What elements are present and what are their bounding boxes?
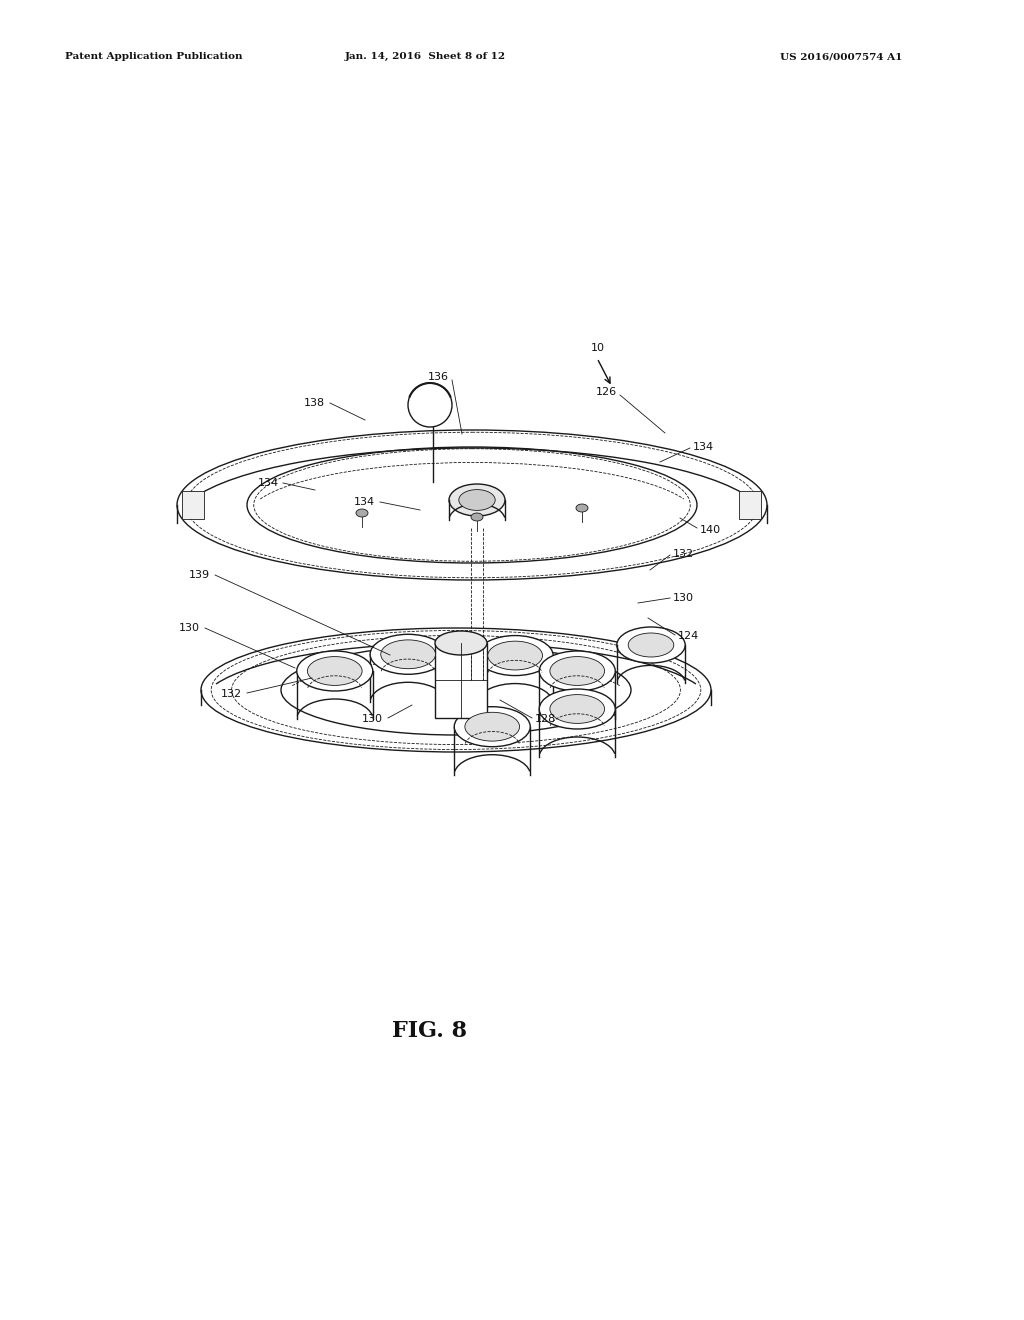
Ellipse shape bbox=[550, 694, 604, 723]
Bar bbox=[435, 643, 487, 718]
Ellipse shape bbox=[455, 706, 530, 747]
Text: 10: 10 bbox=[591, 343, 605, 352]
Text: 132: 132 bbox=[673, 549, 694, 558]
Text: 128: 128 bbox=[535, 714, 556, 723]
Ellipse shape bbox=[540, 689, 615, 729]
Text: 134: 134 bbox=[693, 442, 714, 451]
Text: 124: 124 bbox=[678, 631, 699, 642]
Ellipse shape bbox=[177, 430, 767, 579]
Text: 139: 139 bbox=[188, 570, 210, 579]
Ellipse shape bbox=[540, 651, 615, 690]
Ellipse shape bbox=[471, 513, 483, 521]
Ellipse shape bbox=[477, 635, 553, 676]
Ellipse shape bbox=[297, 651, 373, 690]
Text: 132: 132 bbox=[221, 689, 242, 700]
Text: 138: 138 bbox=[304, 399, 325, 408]
Ellipse shape bbox=[307, 656, 362, 685]
Ellipse shape bbox=[628, 634, 674, 657]
Ellipse shape bbox=[201, 628, 711, 752]
Text: 134: 134 bbox=[258, 478, 279, 488]
Ellipse shape bbox=[550, 656, 604, 685]
Ellipse shape bbox=[247, 447, 697, 564]
Ellipse shape bbox=[575, 504, 588, 512]
Ellipse shape bbox=[381, 640, 435, 669]
Text: Patent Application Publication: Patent Application Publication bbox=[65, 51, 243, 61]
FancyBboxPatch shape bbox=[739, 491, 761, 519]
Ellipse shape bbox=[281, 645, 631, 735]
Text: 126: 126 bbox=[596, 387, 617, 397]
Text: 134: 134 bbox=[354, 498, 375, 507]
Ellipse shape bbox=[487, 642, 543, 671]
Text: FIG. 8: FIG. 8 bbox=[392, 1020, 468, 1041]
Text: 130: 130 bbox=[179, 623, 200, 634]
Text: 136: 136 bbox=[428, 372, 449, 381]
Text: 130: 130 bbox=[673, 593, 694, 603]
Text: US 2016/0007574 A1: US 2016/0007574 A1 bbox=[780, 51, 902, 61]
Ellipse shape bbox=[449, 484, 505, 516]
Ellipse shape bbox=[465, 713, 519, 741]
Ellipse shape bbox=[459, 490, 496, 511]
Ellipse shape bbox=[356, 510, 368, 517]
Ellipse shape bbox=[435, 631, 487, 655]
Text: Jan. 14, 2016  Sheet 8 of 12: Jan. 14, 2016 Sheet 8 of 12 bbox=[344, 51, 506, 61]
FancyBboxPatch shape bbox=[182, 491, 204, 519]
Ellipse shape bbox=[370, 635, 446, 675]
Text: 130: 130 bbox=[362, 714, 383, 723]
Text: 140: 140 bbox=[700, 525, 721, 535]
Ellipse shape bbox=[616, 627, 685, 663]
